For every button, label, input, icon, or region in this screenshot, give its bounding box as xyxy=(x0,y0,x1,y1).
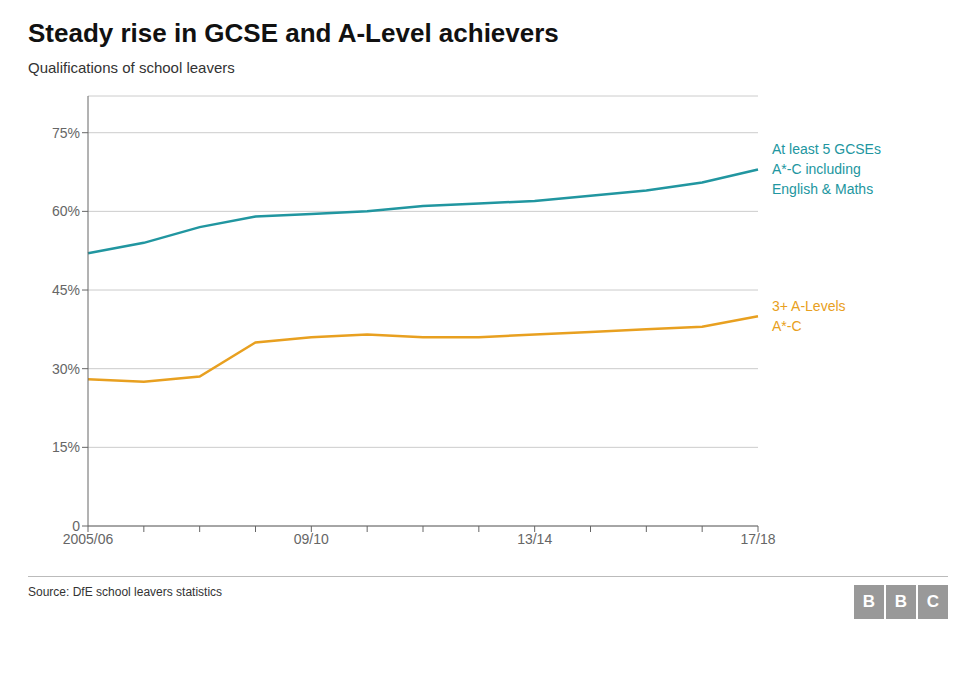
html-text:B: B xyxy=(862,592,876,611)
svg-text:15%: 15% xyxy=(52,439,80,455)
html-text:C: C xyxy=(926,592,940,611)
html-text:Source: DfE school leavers sta: Source: DfE school leavers statistics xyxy=(28,585,223,599)
html-text:B: B xyxy=(894,592,908,611)
svg-text:13/14: 13/14 xyxy=(517,531,552,547)
html-text:Steady rise in GCSE and A-Leve: Steady rise in GCSE and A-Level achiever… xyxy=(28,18,559,48)
svg-text:09/10: 09/10 xyxy=(294,531,329,547)
svg-text:75%: 75% xyxy=(52,125,80,141)
svg-text:30%: 30% xyxy=(52,361,80,377)
html-text:Qualifications of school leave: Qualifications of school leavers xyxy=(28,59,235,76)
svg-text:17/18: 17/18 xyxy=(740,531,775,547)
svg-text:2005/06: 2005/06 xyxy=(63,531,114,547)
svg-text:0: 0 xyxy=(72,518,80,534)
svg-text:45%: 45% xyxy=(52,282,80,298)
svg-text:3+ A-LevelsA*-C: 3+ A-LevelsA*-C xyxy=(772,298,846,334)
svg-text:60%: 60% xyxy=(52,203,80,219)
svg-text:At least 5 GCSEsA*-C including: At least 5 GCSEsA*-C includingEnglish & … xyxy=(772,141,881,197)
